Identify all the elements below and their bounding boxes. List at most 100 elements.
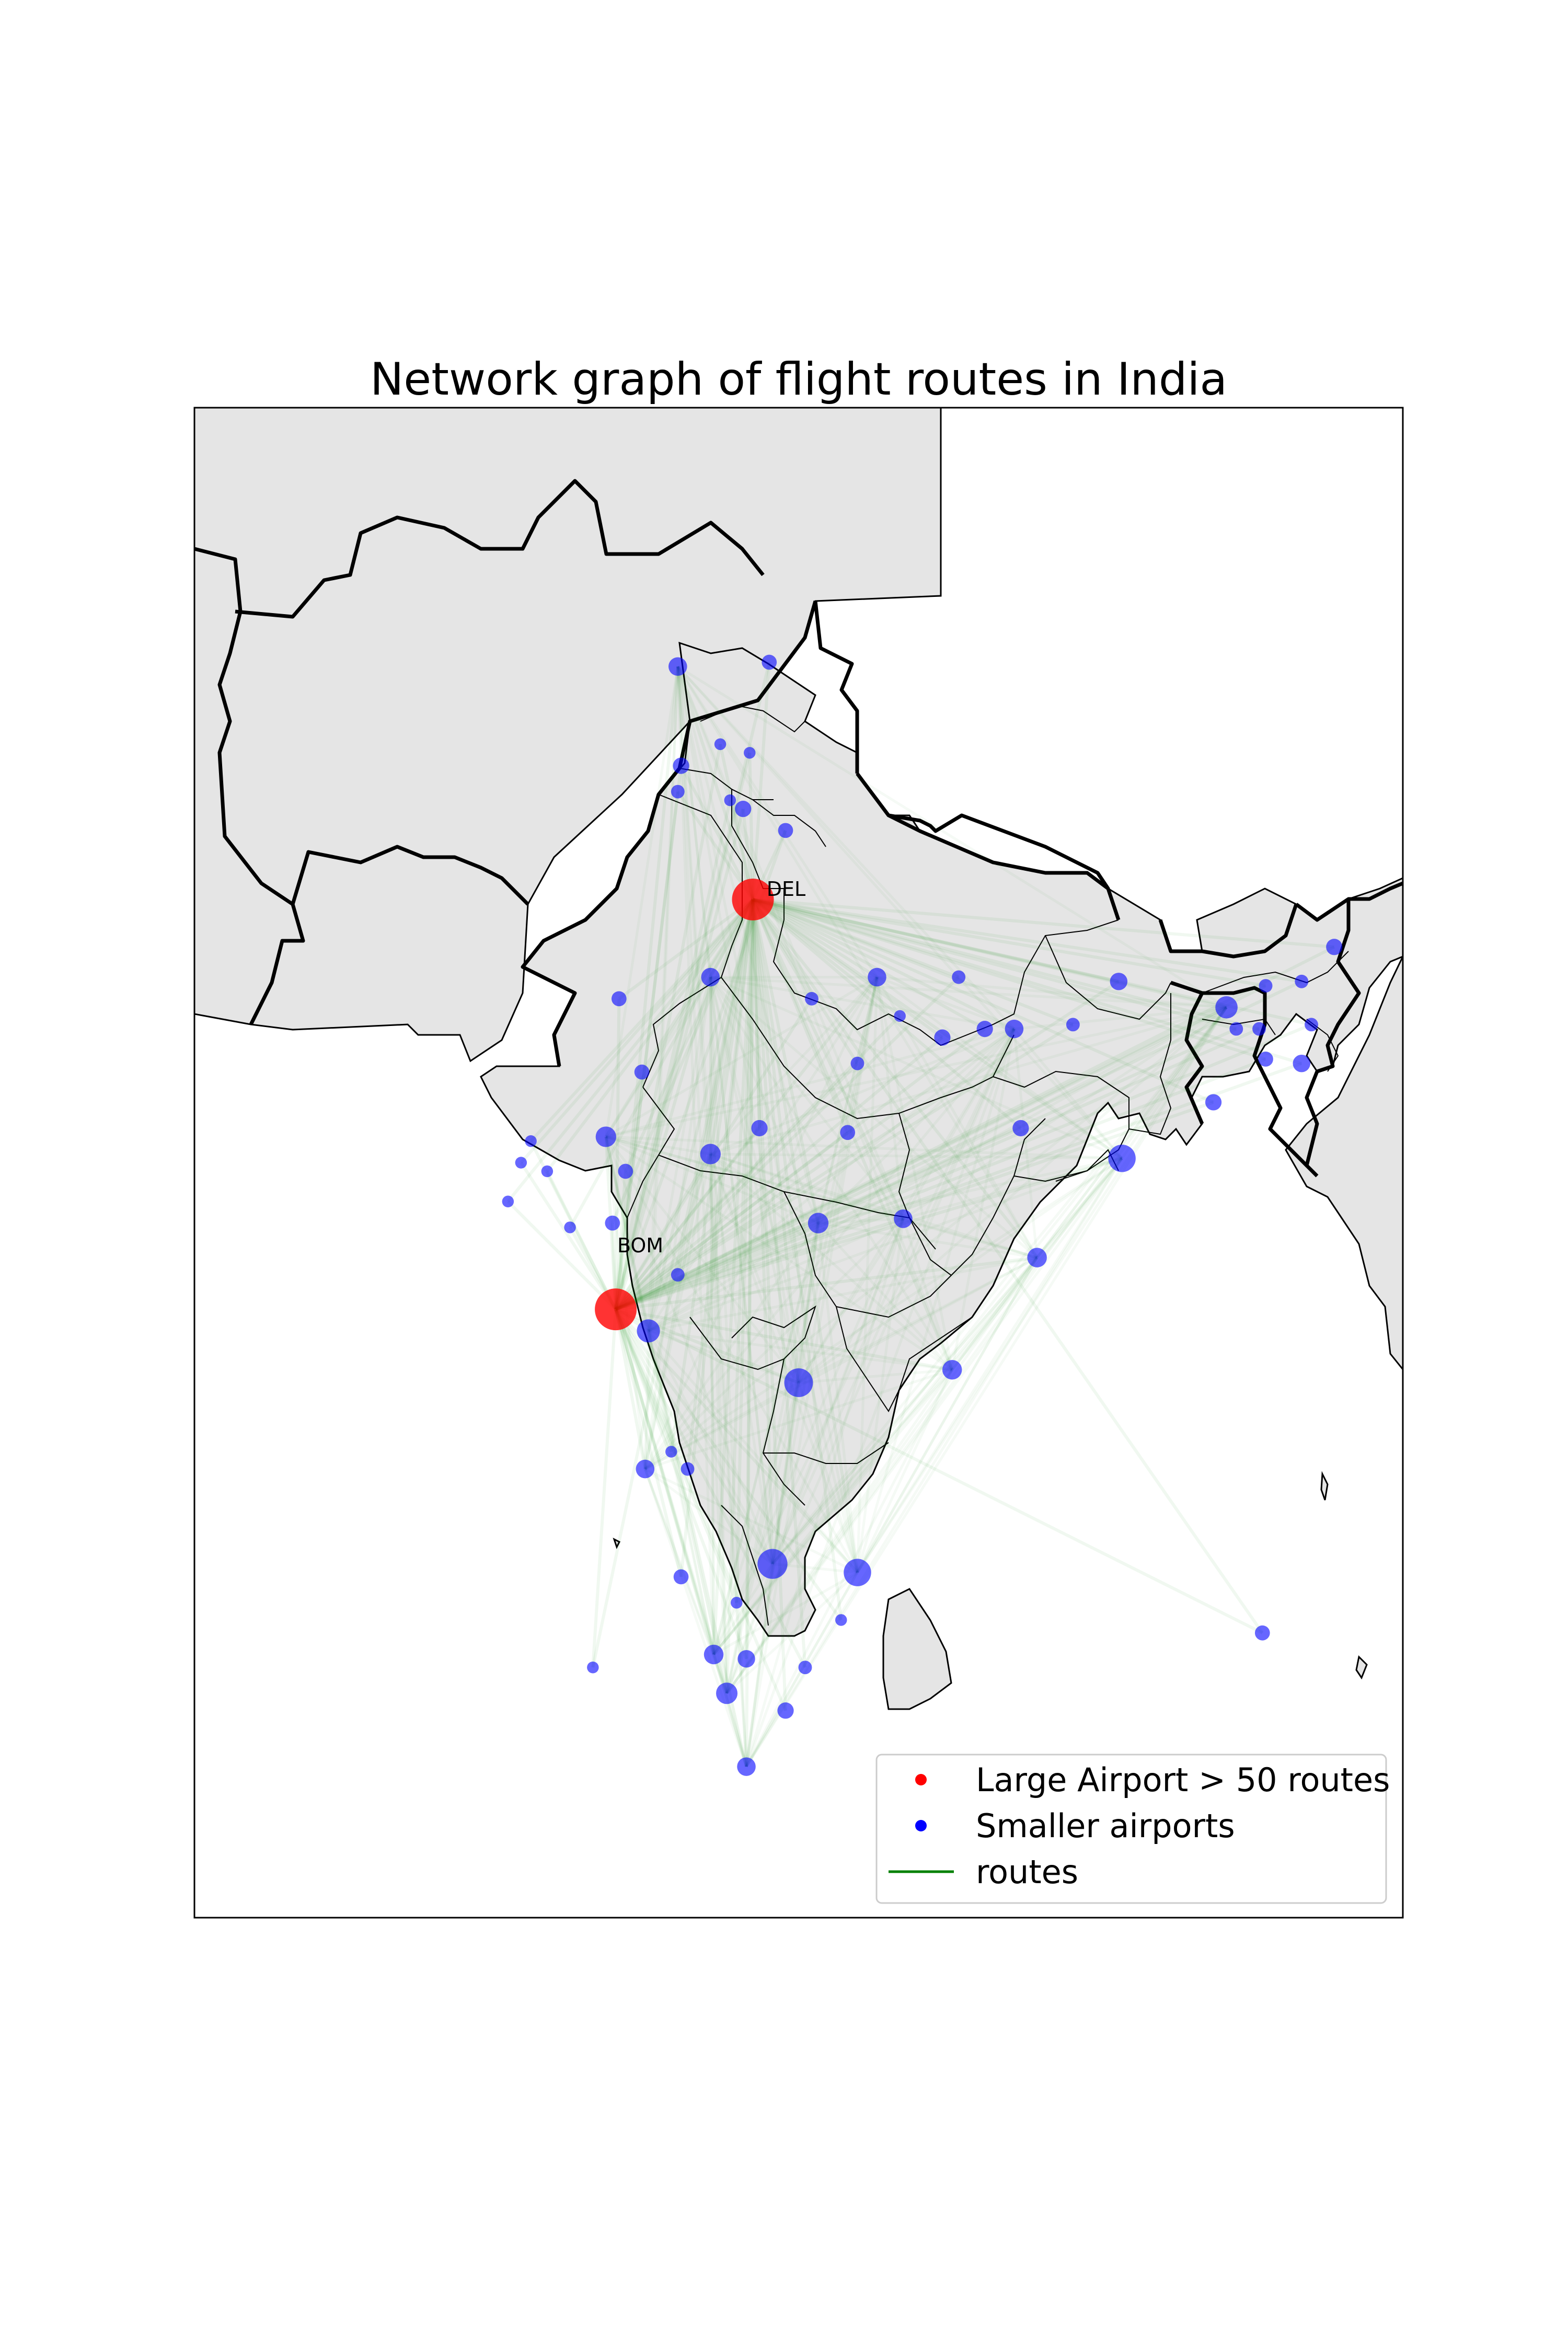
route-line: [902, 1218, 954, 1370]
route-line: [615, 1027, 1237, 1311]
route-line: [771, 977, 879, 1564]
border-pakistan-east: [291, 845, 529, 906]
route-line: [615, 1157, 1123, 1311]
route-line: [1036, 1157, 1123, 1259]
legend-label-smaller-airport: Smaller airports: [976, 1807, 1235, 1845]
route-line: [771, 1006, 1228, 1565]
border-india-china-north: [813, 601, 859, 774]
route-line: [605, 1135, 1037, 1259]
route-line: [647, 899, 755, 1332]
route-line: [771, 1256, 1039, 1565]
smaller-airport-marker: [778, 823, 793, 838]
smaller-airport-marker: [835, 1614, 847, 1626]
route-line: [615, 1027, 1260, 1311]
smaller-airport-marker: [1258, 1052, 1273, 1067]
route-line: [709, 1154, 716, 1655]
smaller-airport-marker: [671, 1268, 685, 1282]
route-line: [752, 898, 1022, 1129]
route-line: [614, 808, 745, 1310]
route-line: [735, 899, 755, 1603]
route-line: [643, 1154, 712, 1470]
border-india-pakistan: [521, 601, 817, 1067]
smaller-airport-marker: [744, 747, 756, 759]
route-line: [648, 1256, 1037, 1332]
route-line: [614, 1171, 627, 1310]
airport-label-del: DEL: [767, 878, 805, 901]
route-line: [856, 1028, 1016, 1573]
route-line: [647, 666, 679, 1331]
route-line: [745, 899, 755, 1767]
route-line: [713, 1571, 858, 1656]
smaller-airport-marker: [1005, 1019, 1024, 1039]
smaller-airport-marker: [868, 967, 886, 987]
route-line: [614, 1062, 859, 1311]
route-line: [817, 976, 879, 1224]
route-line: [752, 898, 1237, 1031]
route-line: [676, 790, 754, 901]
route-line: [745, 1223, 820, 1767]
route-line: [709, 1154, 859, 1573]
smaller-airport-marker: [894, 1209, 913, 1228]
route-line: [676, 666, 800, 1383]
route-line: [797, 977, 879, 1383]
smaller-airport-marker: [737, 1650, 755, 1668]
route-line: [614, 791, 679, 1310]
state-border-meghalaya: [1202, 1018, 1276, 1035]
route-line: [644, 1006, 1228, 1470]
route-line: [676, 666, 859, 1573]
route-line: [752, 898, 943, 1039]
route-line: [615, 1308, 1263, 1634]
smaller-airport-marker: [1259, 979, 1273, 993]
route-line: [647, 1154, 712, 1332]
route-line: [709, 1154, 774, 1564]
route-line: [614, 1309, 716, 1655]
state-border-assam: [1202, 951, 1349, 994]
route-line: [710, 976, 1014, 1031]
route-line: [710, 976, 1227, 1009]
route-line: [752, 898, 1266, 1061]
route-line: [676, 665, 1016, 1030]
route-line: [677, 665, 1227, 1009]
route-line: [615, 1131, 849, 1311]
route-line: [615, 1101, 1214, 1311]
route-line: [951, 1029, 1016, 1370]
route-line: [615, 1062, 1302, 1311]
route-line: [712, 899, 755, 1655]
route-line: [643, 977, 712, 1469]
route-line: [712, 1369, 953, 1656]
route-line: [745, 1007, 1228, 1768]
route-line: [615, 1221, 819, 1311]
route-line: [605, 976, 712, 1138]
route-line: [670, 899, 755, 1452]
smaller-airport-marker: [1252, 1022, 1266, 1036]
route-line: [752, 898, 1260, 1031]
route-line: [676, 666, 716, 1655]
route-line: [605, 1135, 904, 1220]
route-line: [614, 800, 732, 1310]
smaller-airport-marker: [808, 1213, 829, 1233]
route-line: [877, 976, 1015, 1030]
smaller-airport-marker: [1293, 1054, 1311, 1073]
landmass-sri-lanka: [882, 1588, 952, 1710]
route-line: [725, 1256, 1039, 1694]
route-line: [614, 976, 712, 1310]
route-line: [614, 976, 879, 1311]
route-line: [648, 1221, 819, 1332]
route-line: [752, 898, 1214, 1104]
route-line: [615, 1023, 1312, 1311]
route-line: [725, 1223, 820, 1694]
route-line: [752, 898, 1302, 1065]
route-line: [1036, 1006, 1228, 1259]
route-line: [615, 946, 1335, 1311]
route-line: [604, 666, 679, 1137]
route-line: [751, 899, 775, 1564]
route-line: [753, 898, 1302, 983]
state-border-mp: [721, 977, 1014, 1120]
smaller-airport-marker: [952, 970, 966, 984]
smaller-airport-marker: [1027, 1248, 1047, 1267]
route-line: [643, 899, 755, 1470]
smaller-airport-marker: [1108, 1144, 1136, 1172]
state-border-wb: [1128, 993, 1172, 1135]
route-line: [615, 1023, 1074, 1311]
border-afghanistan-north: [235, 479, 765, 619]
